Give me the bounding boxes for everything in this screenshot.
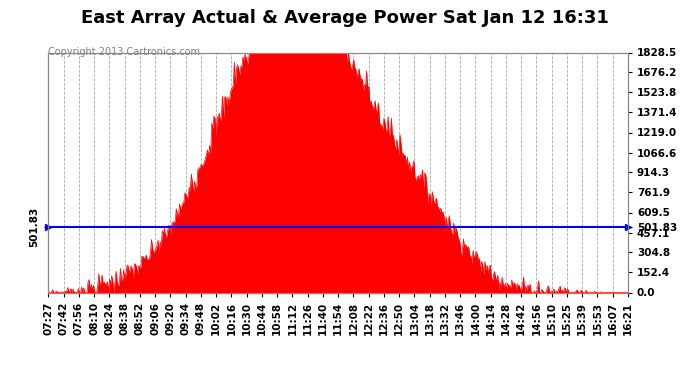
Text: Copyright 2013 Cartronics.com: Copyright 2013 Cartronics.com	[48, 47, 200, 57]
Text: East Array Actual & Average Power Sat Jan 12 16:31: East Array Actual & Average Power Sat Ja…	[81, 9, 609, 27]
